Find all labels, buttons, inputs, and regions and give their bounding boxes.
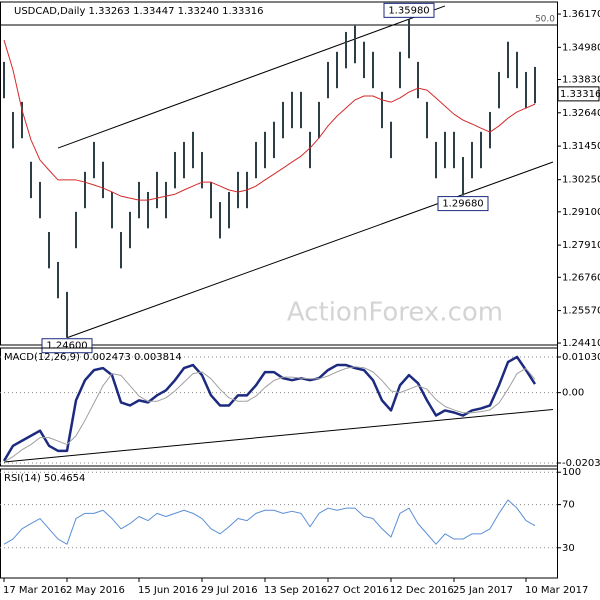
y-tick-label: 1.36170	[562, 9, 600, 20]
y-tick-label: 1.29100	[562, 207, 600, 218]
y-tick-label: 1.25570	[562, 306, 600, 317]
y-tick-label: 0.010306	[562, 352, 600, 363]
annotation-label: 1.35980	[388, 5, 429, 16]
panel-label: MACD(12,26,9) 0.002473 0.003814	[4, 352, 182, 363]
x-tick-label: 29 Jul 2016	[201, 585, 258, 596]
y-tick-label: 1.32640	[562, 108, 600, 119]
x-tick-label: 15 Jun 2016	[138, 585, 198, 596]
annotation-label: 1.29680	[442, 199, 483, 210]
x-tick-label: 27 Oct 2016	[327, 585, 389, 596]
trend-line	[3, 408, 554, 463]
series-line	[3, 499, 536, 545]
watermark: ActionForex.com	[287, 298, 503, 328]
y-tick-label: 1.24410	[562, 338, 600, 349]
level-label: 50.0	[535, 14, 555, 24]
annotation-box	[41, 338, 93, 354]
annotation-label: 1.24600	[46, 341, 87, 352]
y-tick-label: 70	[562, 500, 575, 511]
y-tick-label: 1.26760	[562, 272, 600, 283]
y-tick-label: 1.34980	[562, 42, 600, 53]
y-tick-label: 100	[562, 467, 581, 478]
y-tick-label: 30	[562, 543, 575, 554]
y-tick-label: 0.00	[562, 388, 584, 399]
x-tick-label: 17 Mar 2016	[3, 585, 66, 596]
series-line	[3, 366, 536, 463]
x-tick-label: 25 Jan 2017	[453, 585, 513, 596]
y-tick-label: 1.33830	[562, 74, 600, 85]
x-tick-label: 12 Dec 2016	[390, 585, 454, 596]
y-tick-label: 1.27910	[562, 240, 600, 251]
chart-header: USDCAD,Daily 1.33263 1.33447 1.33240 1.3…	[14, 6, 264, 17]
series-line	[2, 355, 537, 462]
last-price-label: 1.33316	[560, 89, 600, 100]
x-tick-label: 10 Mar 2017	[525, 585, 588, 596]
x-tick-label: 2 May 2016	[66, 585, 125, 596]
x-tick-label: 13 Sep 2016	[264, 585, 327, 596]
trend-line	[66, 161, 554, 339]
annotation-box	[437, 196, 489, 212]
panel-label: RSI(14) 50.4654	[4, 473, 85, 484]
y-tick-label: -0.020324	[562, 458, 600, 469]
y-tick-label: 1.30250	[562, 175, 600, 186]
series-line	[3, 39, 536, 201]
trend-line	[57, 5, 446, 149]
annotation-box	[383, 2, 435, 18]
y-tick-label: 1.31450	[562, 141, 600, 152]
